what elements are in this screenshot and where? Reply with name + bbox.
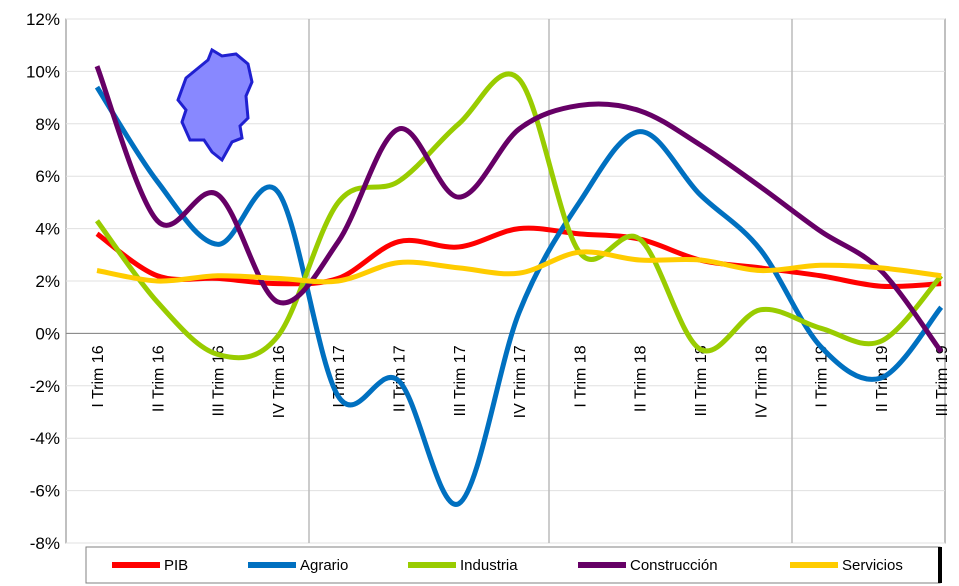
legend-label: PIB (164, 557, 188, 574)
x-tick-label: II Trim 16 (150, 345, 167, 412)
x-tick-label: I Trim 16 (90, 345, 107, 407)
x-tick-label: III Trim 18 (693, 345, 710, 416)
y-tick-label: 0% (35, 324, 60, 343)
y-tick-label: -4% (30, 429, 60, 448)
x-tick-label: IV Trim 16 (271, 345, 288, 418)
x-tick-label: III Trim 17 (452, 345, 469, 416)
series-line (95, 225, 942, 290)
legend-label: Industria (460, 557, 518, 574)
series-line (96, 249, 942, 285)
y-tick-label: -8% (30, 534, 60, 553)
series-line (94, 65, 944, 354)
legend-label: Servicios (842, 557, 903, 574)
x-tick-label: IV Trim 17 (512, 345, 529, 418)
y-tick-label: 2% (35, 272, 60, 291)
legend-label: Agrario (300, 557, 348, 574)
y-tick-label: -2% (30, 377, 60, 396)
x-tick-label: IV Trim 18 (753, 345, 770, 418)
x-tick-label: I Trim 18 (572, 345, 589, 407)
y-tick-label: 8% (35, 115, 60, 134)
series-line (94, 71, 944, 361)
x-tick-label: III Trim 16 (211, 345, 228, 416)
x-tick-label: I Trim 19 (814, 345, 831, 407)
y-tick-label: 6% (35, 167, 60, 186)
legend-label: Construcción (630, 557, 718, 574)
y-tick-label: 4% (35, 220, 60, 239)
series-line (94, 85, 944, 507)
region-map (176, 47, 254, 163)
y-tick-label: 10% (26, 62, 60, 81)
y-tick-label: -6% (30, 482, 60, 501)
x-tick-label: II Trim 18 (633, 345, 650, 412)
y-tick-label: 12% (26, 10, 60, 29)
x-tick-label: III Trim 19 (934, 345, 951, 416)
